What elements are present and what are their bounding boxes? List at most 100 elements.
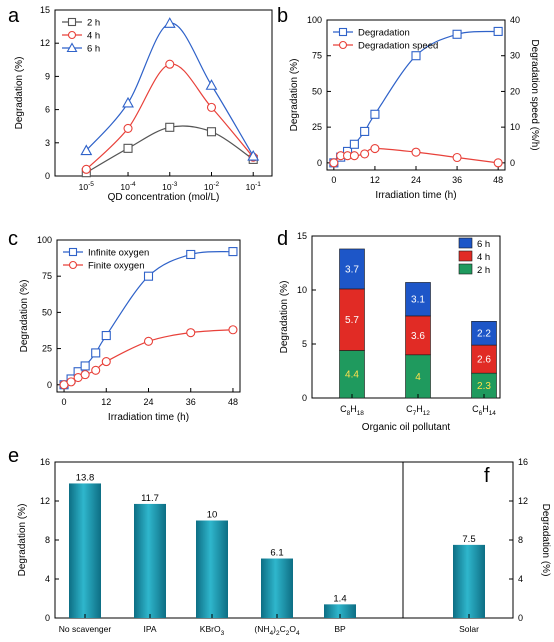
- y-axis-label-a: Degradation (%): [14, 57, 25, 130]
- x-tick-label-a: 10-3: [162, 181, 178, 192]
- y2-tick-label-b: 20: [510, 86, 520, 96]
- bar-label-d-2-0: 2.3: [477, 381, 491, 392]
- bar-label-d-2-2: 2.2: [477, 329, 491, 340]
- panel-letter-e: e: [8, 445, 19, 467]
- y-tick-label-a: 6: [45, 105, 50, 115]
- y2-tick-label-b: 10: [510, 122, 520, 132]
- y-axis-label-b: Degradation (%): [289, 59, 300, 132]
- bar-segment-d-2-1: [471, 344, 497, 374]
- bar-segment-d-1-2: [405, 282, 431, 317]
- y-tick-label-b: 50: [312, 86, 322, 96]
- y2-tick-label-b: 30: [510, 51, 520, 61]
- x-tick-label-a: 10-1: [246, 181, 262, 192]
- y-tick-label-e: 16: [40, 457, 50, 467]
- y-tick-label-e: 8: [45, 535, 50, 545]
- data-point-c-0-5: [101, 330, 111, 341]
- data-point-a-2-4: [247, 149, 260, 161]
- y-tick-label-a: 0: [45, 171, 50, 181]
- data-point-a-1-1: [123, 123, 133, 133]
- bar-segment-d-2-0: [471, 372, 497, 399]
- x-axis-label-c: Irradiation time (h): [108, 412, 189, 423]
- bar-e-0: [69, 483, 101, 618]
- bar-value-label-e-3: 6.1: [270, 548, 283, 559]
- data-point-b-1-0: [329, 158, 339, 168]
- bar-segment-d-2-2: [471, 321, 497, 346]
- plot-frame-a: [54, 9, 273, 177]
- x-tick-label-a: 10-2: [204, 181, 220, 192]
- data-point-a-2-2: [163, 17, 176, 28]
- data-point-a-2-3: [205, 79, 218, 90]
- legend-swatch-d-2: [458, 237, 473, 249]
- data-point-c-1-1: [66, 377, 76, 387]
- y2-tick-label-b: 0: [510, 158, 515, 168]
- bar-label-d-0-1: 5.7: [345, 315, 359, 326]
- legend-label-b-1: Degradation speed: [358, 41, 438, 52]
- x-tick-label-b: 0: [331, 175, 336, 185]
- y-tick-label-e: 12: [40, 496, 50, 506]
- legend-label-a-2: 6 h: [87, 44, 100, 55]
- bar-e-4: [324, 604, 356, 618]
- legend-swatch-d-1: [458, 250, 473, 262]
- y-tick-label-a: 15: [40, 5, 50, 15]
- data-point-c-1-5: [101, 357, 111, 367]
- data-point-a-1-3: [206, 102, 217, 112]
- y-tick-label-e: 0: [45, 613, 50, 623]
- bar-e-1: [134, 503, 166, 618]
- data-point-b-1-8: [493, 158, 503, 168]
- y-tick-label-d: 0: [302, 393, 307, 403]
- bar-value-label-e-1: 11.7: [141, 493, 159, 504]
- x-axis-label-a: QD concentration (mol/L): [108, 192, 220, 203]
- bar-segment-d-1-1: [405, 315, 431, 356]
- data-point-c-1-3: [80, 370, 90, 380]
- y-tick-label-d: 10: [297, 285, 307, 295]
- legend-label-a-1: 4 h: [87, 31, 100, 42]
- panel-d: 0 5 10 15 4.4 5.7 3.7 C8H18 4 3.6 3.1 C7H12 2.3 2.6 2.…: [279, 231, 501, 433]
- data-point-c-0-8: [228, 247, 238, 257]
- x-tick-label-a: 10-4: [120, 181, 136, 192]
- legend-marker-a-0: [67, 17, 77, 27]
- legend-marker-a-1: [67, 30, 77, 40]
- bar-value-label-e-2: 10: [207, 510, 218, 521]
- y-tick-label-f: 4: [518, 574, 523, 584]
- y-tick-label-b: 75: [312, 51, 322, 61]
- data-point-b-1-6: [411, 147, 421, 157]
- data-point-b-0-6: [411, 51, 421, 61]
- y-tick-label-b: 25: [312, 122, 322, 132]
- x-tick-label-d-1: C7H12: [406, 404, 430, 417]
- legend-marker-b-0: [338, 27, 348, 37]
- x-tick-label-f-0: Solar: [459, 624, 479, 634]
- x-tick-label-c: 0: [62, 397, 67, 407]
- y-tick-label-b: 0: [317, 158, 322, 168]
- y-axis-label-d: Degradation (%): [279, 281, 290, 354]
- data-point-a-0-1: [123, 143, 133, 153]
- y-tick-label-e: 4: [45, 574, 50, 584]
- y-tick-label-a: 3: [45, 138, 50, 148]
- panel-letter-f: f: [484, 465, 490, 487]
- bar-segment-d-0-2: [339, 248, 365, 290]
- bar-label-d-0-0: 4.4: [345, 370, 359, 381]
- x-tick-label-c: 48: [228, 397, 238, 407]
- x-tick-label-b: 24: [411, 175, 421, 185]
- panel-letter-a: a: [8, 5, 20, 27]
- y-axis-label-e: Degradation (%): [17, 504, 28, 577]
- legend-label-d-2: 6 h: [477, 239, 490, 250]
- data-point-a-1-2: [165, 59, 175, 69]
- x-tick-label-e-1: IPA: [143, 624, 156, 634]
- x-tick-label-c: 12: [101, 397, 111, 407]
- legend-label-d-1: 4 h: [477, 252, 490, 263]
- data-point-b-1-7: [452, 152, 462, 163]
- bar-segment-d-0-1: [339, 288, 365, 351]
- data-point-a-2-0: [80, 144, 93, 156]
- bar-label-d-2-1: 2.6: [477, 355, 491, 366]
- series-line-a-0: [85, 125, 254, 174]
- legend-label-d-0: 2 h: [477, 265, 490, 276]
- data-point-c-0-7: [186, 249, 196, 260]
- series-line-a-2: [85, 22, 254, 157]
- data-point-c-1-7: [186, 328, 196, 338]
- y-tick-label-a: 9: [45, 71, 50, 81]
- y2-axis-label-b: Degradation speed (%/h): [529, 39, 540, 150]
- y-tick-label-c: 25: [42, 344, 52, 354]
- data-point-b-1-3: [349, 151, 359, 161]
- legend-marker-b-1: [338, 40, 348, 50]
